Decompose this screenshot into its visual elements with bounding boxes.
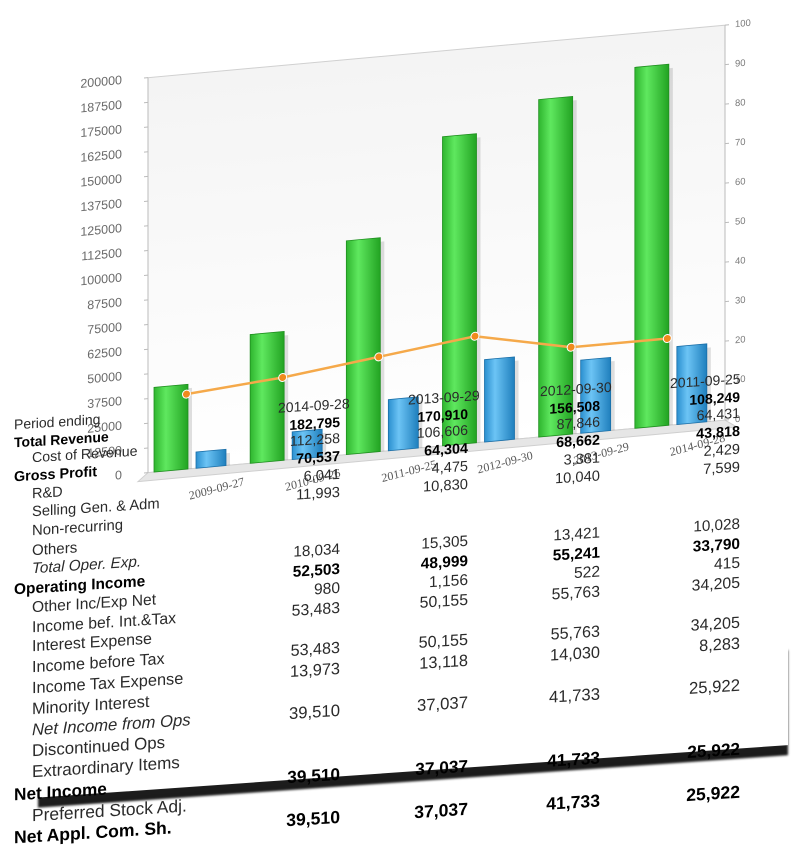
period-header: 2012-09-30 <box>540 379 612 400</box>
row-value: 11,993 <box>250 485 340 507</box>
row-value: 37,037 <box>378 693 468 719</box>
row-value: 41,733 <box>510 791 600 818</box>
row-value: 25,922 <box>650 675 740 701</box>
row-value: 39,510 <box>250 807 340 834</box>
row-value: 39,510 <box>250 764 340 791</box>
row-value: 14,030 <box>510 643 600 668</box>
row-value: 55,763 <box>510 583 600 607</box>
row-label: Others <box>32 539 77 559</box>
row-value: 10,040 <box>510 469 600 491</box>
row-value: 41,733 <box>510 748 600 775</box>
row-value: 41,733 <box>510 684 600 710</box>
row-value: 8,283 <box>650 634 740 659</box>
row-value: 10,830 <box>378 477 468 499</box>
row-value: 37,037 <box>378 756 468 783</box>
row-value: 50,155 <box>378 591 468 615</box>
row-value: 34,205 <box>650 574 740 598</box>
row-label: R&D <box>32 484 63 502</box>
row-label: Non-recurring <box>32 517 123 539</box>
row-value: 39,510 <box>250 701 340 727</box>
period-header: 2013-09-29 <box>408 387 480 408</box>
row-value: 13,973 <box>250 659 340 684</box>
row-value: 25,922 <box>650 782 740 809</box>
row-label: Gross Profit <box>14 464 97 485</box>
row-value: 13,118 <box>378 651 468 676</box>
row-value: 25,922 <box>650 739 740 766</box>
row-value: 7,599 <box>650 460 740 482</box>
row-value: 53,483 <box>250 599 340 623</box>
